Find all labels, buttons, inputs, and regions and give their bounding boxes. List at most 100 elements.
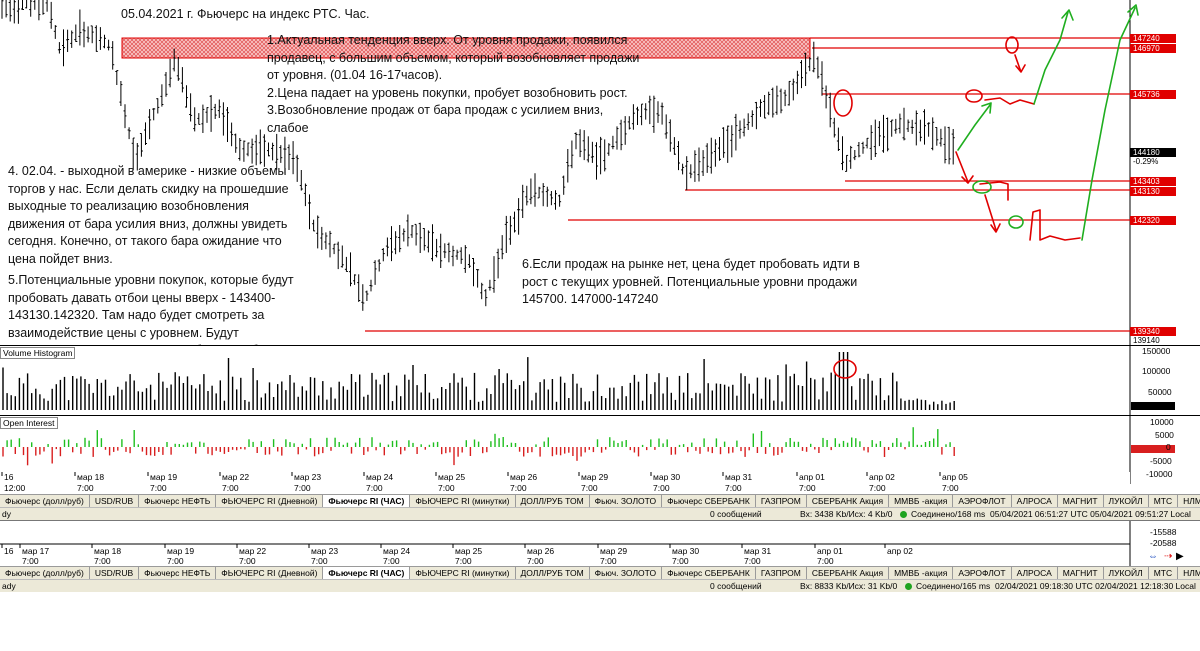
price-bar (172, 48, 176, 72)
date-label: мар 18 (77, 472, 105, 482)
date-label: 16 (4, 546, 14, 556)
price-bar (230, 122, 234, 147)
open-interest-panel[interactable]: Open Interest 10000 5000 0 -5000 -10000 (0, 415, 1200, 484)
price-bar (701, 150, 705, 176)
date-label: мар 19 (150, 472, 178, 482)
messages-count[interactable]: 0 сообщений (710, 581, 762, 591)
tab-0[interactable]: Фьючерс (долл/руб) (0, 495, 90, 507)
tab-6[interactable]: ДОЛЛ/РУБ ТОМ (516, 567, 590, 579)
tab-0[interactable]: Фьючерс (долл/руб) (0, 567, 90, 579)
time-label: 7:00 (77, 483, 94, 493)
date-label: мар 24 (383, 546, 411, 556)
tab-16[interactable]: МТС (1149, 567, 1179, 579)
price-bar (611, 135, 615, 150)
tab-12[interactable]: АЭРОФЛОТ (953, 567, 1012, 579)
oi-axis-label: -10000 (1146, 469, 1173, 479)
tab-14[interactable]: МАГНИТ (1058, 567, 1104, 579)
price-bar (295, 154, 299, 182)
price-bar (537, 186, 541, 199)
volume-panel[interactable]: Volume Histogram 150000 100000 50000 0 (0, 345, 1200, 416)
price-bar (484, 289, 488, 307)
scroll-left-icon[interactable]: ⇔ (1148, 551, 1158, 562)
price-bar (189, 93, 193, 122)
tab-17[interactable]: НЛМК (1178, 495, 1200, 507)
tab-5[interactable]: ФЬЮЧЕРС RI (минутки) (410, 567, 516, 579)
price-bar (886, 117, 890, 152)
volume-axis-label: 150000 (1142, 346, 1171, 356)
volume-axis-label: 0 (1164, 402, 1169, 412)
tab-3[interactable]: ФЬЮЧЕРС RI (Дневной) (216, 567, 324, 579)
price-bar (480, 282, 484, 300)
open-interest-bars (2, 427, 955, 466)
price-bar (677, 141, 680, 171)
price-bar (373, 260, 377, 285)
price-bar (21, 0, 24, 10)
price-bar (898, 113, 902, 134)
red-circle-annotation (965, 89, 983, 103)
tab-2[interactable]: Фьючерс НЕФТЬ (139, 567, 217, 579)
price-bar (656, 101, 660, 123)
tab-7[interactable]: Фьюч. ЗОЛОТО (590, 495, 663, 507)
tab-9[interactable]: ГАЗПРОМ (756, 567, 807, 579)
price-bar (78, 9, 82, 46)
price-bar (385, 237, 389, 257)
price-bar (217, 99, 221, 118)
tab-4[interactable]: Фьючерс RI (ЧАС) (323, 495, 411, 507)
tab-8[interactable]: Фьючерс СБЕРБАНК (662, 495, 756, 507)
tab-6[interactable]: ДОЛЛ/РУБ ТОМ (516, 495, 590, 507)
time-label: 12:00 (4, 483, 26, 493)
tab-11[interactable]: ММВБ -акция (889, 567, 954, 579)
traffic-info: Вх: 8833 Kb/Исх: 31 Kb/0 (800, 581, 898, 591)
tab-13[interactable]: АЛРОСА (1012, 495, 1058, 507)
pin-icon[interactable]: ⇢ (1164, 551, 1173, 562)
tab-10[interactable]: СБЕРБАНК Акция (807, 567, 890, 579)
tab-2[interactable]: Фьючерс НЕФТЬ (139, 495, 217, 507)
price-bar (549, 191, 553, 206)
price-label-143130: 143130 (1130, 187, 1176, 196)
price-bar (718, 137, 721, 161)
price-bar (869, 125, 873, 160)
tab-10[interactable]: СБЕРБАНК Акция (807, 495, 890, 507)
price-bar (574, 132, 578, 150)
messages-count[interactable]: 0 сообщений (710, 509, 762, 519)
date-label: мар 17 (22, 546, 50, 556)
tab-12[interactable]: АЭРОФЛОТ (953, 495, 1012, 507)
tab-13[interactable]: АЛРОСА (1012, 567, 1058, 579)
price-bar (664, 114, 668, 139)
date-label: апр 05 (942, 472, 968, 482)
price-bar (828, 92, 832, 128)
tab-1[interactable]: USD/RUB (90, 567, 140, 579)
status-time: 02/04/2021 09:18:30 UTC 02/04/2021 12:18… (995, 581, 1196, 591)
tab-4[interactable]: Фьючерс RI (ЧАС) (323, 567, 411, 579)
price-bar (668, 119, 672, 152)
price-panel[interactable]: 05.04.2021 г. Фьючерс на индекс РТС. Час… (0, 0, 1200, 375)
scroll-arrow-icon[interactable]: ▶ (1176, 551, 1184, 562)
tab-14[interactable]: МАГНИТ (1058, 495, 1104, 507)
tab-11[interactable]: ММВБ -акция (889, 495, 954, 507)
connection-status: Соединено/165 ms (905, 580, 990, 592)
price-bar (201, 104, 205, 133)
price-bar (558, 194, 562, 207)
date-label: апр 01 (817, 546, 843, 556)
tab-5[interactable]: ФЬЮЧЕРС RI (минутки) (410, 495, 516, 507)
date-label: мар 29 (581, 472, 609, 482)
price-bar (906, 119, 910, 132)
tab-17[interactable]: НЛМК (1178, 567, 1200, 579)
price-bar (98, 27, 102, 50)
tab-8[interactable]: Фьючерс СБЕРБАНК (662, 567, 756, 579)
tab-15[interactable]: ЛУКОЙЛ (1104, 495, 1149, 507)
price-bar (344, 256, 348, 272)
price-bar (894, 118, 898, 134)
price-bar (812, 41, 816, 73)
price-bar (156, 98, 160, 114)
tab-9[interactable]: ГАЗПРОМ (756, 495, 807, 507)
tab-3[interactable]: ФЬЮЧЕРС RI (Дневной) (216, 495, 324, 507)
tab-15[interactable]: ЛУКОЙЛ (1104, 567, 1149, 579)
tab-1[interactable]: USD/RUB (90, 495, 140, 507)
status-ready-text: ady (2, 581, 16, 591)
tab-7[interactable]: Фьюч. ЗОЛОТО (590, 567, 663, 579)
second-axis-label: -15588 (1150, 527, 1177, 537)
price-bar (763, 95, 767, 119)
price-bar (86, 26, 90, 43)
tab-16[interactable]: МТС (1149, 495, 1179, 507)
